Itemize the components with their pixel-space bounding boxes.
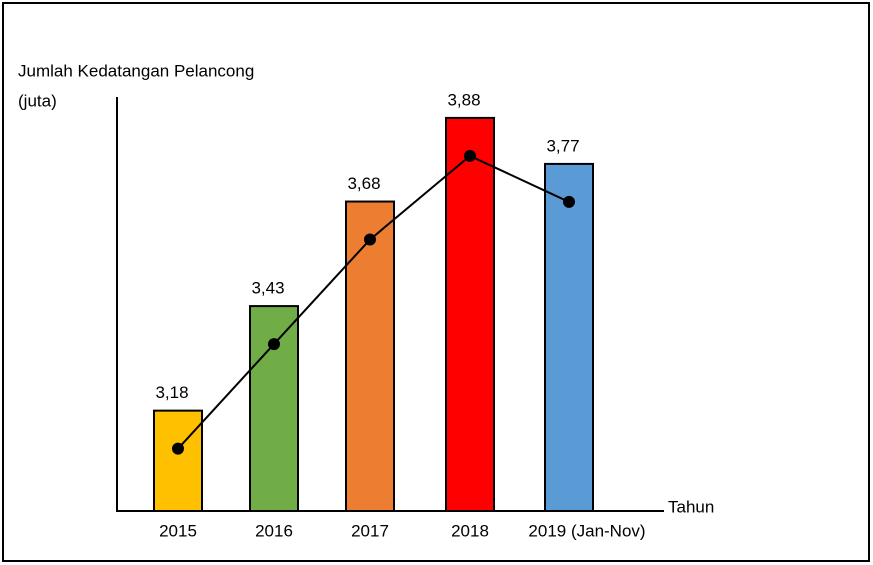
x-tick-label: 2016 [255,521,293,540]
x-tick-label: 2019 (Jan-Nov) [528,521,645,540]
bar [249,305,299,512]
data-label: 3,88 [447,90,480,109]
data-label: 3,43 [251,279,284,298]
data-label: 3,18 [155,383,188,402]
trend-point [563,195,575,208]
x-tick-label: 2015 [159,521,197,540]
trend-point [364,233,376,246]
trend-point [172,442,184,455]
data-label: 3,68 [347,174,380,193]
bar [544,162,594,512]
y-axis-label: (juta) [18,91,57,110]
trend-point [268,338,280,351]
data-label: 3,77 [546,136,579,155]
bar [345,200,395,513]
y-axis-label: Jumlah Kedatangan Pelancong [18,61,254,80]
bar [445,116,495,512]
x-axis-label: Tahun [668,497,714,516]
x-tick-label: 2018 [451,521,489,540]
x-tick-label: 2017 [351,521,389,540]
trend-point [464,149,476,162]
bar [153,409,203,512]
